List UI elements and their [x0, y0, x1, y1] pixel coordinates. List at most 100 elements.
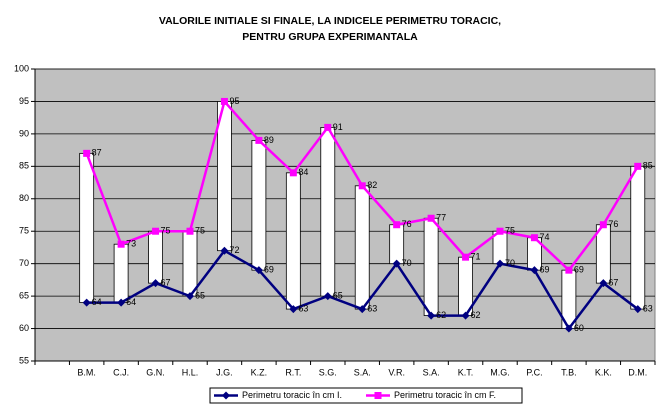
- point: [358, 305, 367, 314]
- x-tick-label: V.R.: [388, 367, 405, 377]
- data-label: 75: [195, 226, 205, 236]
- up-down-bar: [320, 127, 336, 297]
- point: [599, 221, 607, 229]
- point: [634, 162, 642, 170]
- data-label: 70: [505, 258, 515, 268]
- x-tick-label: S.G.: [319, 367, 337, 377]
- data-label: 67: [161, 278, 171, 288]
- up-down-bar: [182, 230, 198, 297]
- up-down-bar: [630, 165, 646, 310]
- point: [151, 279, 160, 288]
- data-label: 87: [92, 148, 102, 158]
- data-label: 62: [471, 310, 481, 320]
- point: [530, 266, 539, 275]
- point: [117, 298, 126, 307]
- x-tick-label: R.T.: [285, 367, 301, 377]
- data-label: 76: [608, 219, 618, 229]
- y-tick-label: 65: [19, 290, 29, 300]
- data-label: 70: [402, 258, 412, 268]
- point: [117, 240, 125, 248]
- x-tick-label: K.T.: [458, 367, 474, 377]
- point: [599, 279, 608, 288]
- x-tick-label: S.A.: [423, 367, 440, 377]
- point: [323, 292, 332, 301]
- data-label: 64: [92, 297, 102, 307]
- up-down-bar: [148, 230, 163, 284]
- up-down-bar: [79, 152, 95, 304]
- data-label: 95: [229, 96, 239, 106]
- up-down-bar: [251, 139, 267, 271]
- point: [427, 214, 435, 222]
- data-label: 63: [367, 303, 377, 313]
- data-label: 64: [126, 297, 136, 307]
- data-label: 63: [643, 303, 653, 313]
- x-tick-label: G.N.: [146, 367, 165, 377]
- data-label: 75: [161, 226, 171, 236]
- y-tick-label: 55: [19, 355, 29, 365]
- x-tick-label: M.G.: [490, 367, 510, 377]
- data-label: 77: [436, 213, 446, 223]
- point: [392, 259, 401, 268]
- y-tick-label: 60: [19, 323, 29, 333]
- y-tick-label: 100: [14, 63, 29, 73]
- point: [530, 234, 538, 242]
- up-down-bar: [285, 172, 301, 310]
- point: [462, 253, 470, 261]
- up-down-bar: [595, 224, 611, 284]
- point: [358, 182, 366, 190]
- point: [255, 136, 263, 144]
- data-label: 71: [471, 252, 481, 262]
- y-tick-label: 80: [19, 193, 29, 203]
- data-label: 84: [298, 167, 308, 177]
- data-label: 74: [539, 232, 549, 242]
- data-label: 72: [229, 245, 239, 255]
- up-down-bar: [423, 217, 439, 316]
- up-down-bar: [113, 243, 129, 303]
- legend: Perimetru toracic în cm I. Perimetru tora…: [209, 387, 523, 404]
- point: [83, 149, 91, 157]
- data-label: 73: [126, 239, 136, 249]
- point: [324, 123, 332, 131]
- data-label: 82: [367, 180, 377, 190]
- data-label: 63: [298, 303, 308, 313]
- point: [393, 221, 401, 229]
- x-tick-label: H.L.: [182, 367, 199, 377]
- point: [82, 298, 91, 307]
- point: [496, 227, 504, 235]
- data-label: 69: [539, 265, 549, 275]
- data-label: 65: [333, 290, 343, 300]
- point: [220, 246, 229, 255]
- x-tick-label: B.M.: [77, 367, 96, 377]
- point: [220, 97, 228, 105]
- x-tick-label: S.A.: [354, 367, 371, 377]
- data-label: 62: [436, 310, 446, 320]
- point: [461, 311, 470, 320]
- data-label: 75: [505, 226, 515, 236]
- point: [633, 305, 642, 314]
- y-tick-label: 75: [19, 226, 29, 236]
- data-label: 76: [402, 219, 412, 229]
- y-tick-label: 90: [19, 128, 29, 138]
- x-tick-label: D.M.: [628, 367, 647, 377]
- x-tick-label: P.C.: [526, 367, 542, 377]
- plot-area: [34, 68, 656, 362]
- x-tick-label: K.Z.: [251, 367, 268, 377]
- point: [289, 169, 297, 177]
- data-label: 69: [574, 265, 584, 275]
- legend-marker: [374, 392, 382, 399]
- legend-label: Perimetru toracic în cm I.: [242, 390, 342, 400]
- up-down-bar: [354, 185, 370, 310]
- data-label: 65: [195, 290, 205, 300]
- data-label: 89: [264, 135, 274, 145]
- y-tick-label: 70: [19, 258, 29, 268]
- data-label: 85: [643, 161, 653, 171]
- x-tick-label: J.G.: [216, 367, 233, 377]
- y-tick-label: 95: [19, 96, 29, 106]
- point: [254, 266, 263, 275]
- y-tick-label: 85: [19, 161, 29, 171]
- x-tick-label: C.J.: [113, 367, 129, 377]
- legend-label: Perimetru toracic în cm F.: [394, 390, 496, 400]
- point: [186, 227, 194, 235]
- data-label: 60: [574, 323, 584, 333]
